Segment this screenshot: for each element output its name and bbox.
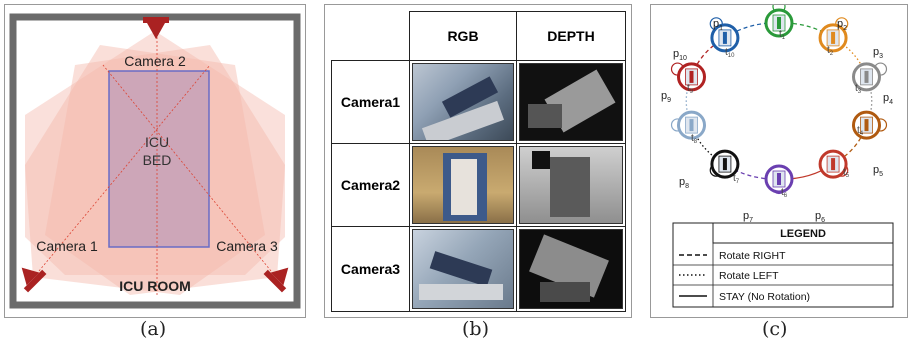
camera2-icon (143, 17, 169, 39)
transition-label-t2: t2 (827, 45, 834, 57)
cell-camera2-depth (516, 143, 626, 227)
state-label-p10: p10 (673, 48, 687, 62)
transition-label-t10: t10 (725, 47, 735, 59)
camera1-depth-image (519, 63, 623, 141)
state-label-p6: p6 (815, 210, 825, 224)
row-header-camera3: Camera3 (331, 226, 410, 312)
patient-figure (831, 158, 836, 171)
camera3-depth-image (519, 229, 623, 309)
cell-camera3-rgb (409, 226, 517, 312)
column-header-depth: DEPTH (516, 11, 626, 61)
state-node (764, 164, 794, 195)
patient-figure (864, 70, 869, 83)
icu-room-svg: Camera 2 Camera 1 Camera 3 ICU BED ICU R… (9, 13, 301, 309)
state-node (818, 149, 849, 179)
state-label-p3: p3 (873, 46, 883, 60)
caption-c: (c) (762, 318, 788, 340)
bed-label-line1: ICU (145, 134, 169, 150)
transition-label-t4: t4 (857, 125, 864, 137)
state-node (670, 110, 707, 140)
camera3-axis (102, 64, 272, 272)
room-label: ICU ROOM (119, 278, 191, 294)
legend-title: LEGEND (780, 228, 826, 240)
patient-figure (864, 119, 869, 132)
caption-b: (b) (462, 318, 489, 340)
state-node (851, 110, 888, 140)
camera1-label: Camera 1 (36, 238, 98, 254)
camera1-rgb-image (412, 63, 514, 141)
camera3-icon (263, 267, 289, 293)
transition-label-t7: t7 (733, 173, 740, 185)
camera3-rgb-image (412, 229, 514, 309)
caption-a: (a) (140, 318, 167, 340)
legend-stay: STAY (No Rotation) (719, 291, 810, 303)
state-label-p1: p1 (713, 18, 723, 32)
transition-label-t1: t1 (779, 29, 786, 41)
state-node (670, 62, 707, 92)
transition-label-t3: t3 (855, 83, 862, 95)
transition-label-t8: t8 (691, 133, 698, 145)
cell-camera1-depth (516, 60, 626, 144)
patient-figure (777, 173, 781, 185)
cell-camera2-rgb (409, 143, 517, 227)
legend-rotate-right: Rotate RIGHT (719, 250, 786, 262)
patient-figure (689, 70, 694, 83)
icu-room-diagram: Camera 2 Camera 1 Camera 3 ICU BED ICU R… (4, 4, 306, 318)
transition-label-t6: t6 (781, 187, 788, 199)
state-label-p8: p8 (679, 176, 689, 190)
state-nodes (670, 0, 888, 195)
state-transition-diagram: p1 p2 p3 p4 p5 p6 p7 p8 p9 p10 t1 t2 t3 … (650, 0, 908, 318)
transition-label-t9: t9 (687, 83, 694, 95)
column-header-rgb: RGB (409, 11, 517, 61)
state-label-p7: p7 (743, 210, 753, 224)
patient-figure (689, 119, 694, 132)
row-header-camera2: Camera2 (331, 143, 410, 227)
legend-rotate-left: Rotate LEFT (719, 270, 779, 282)
state-label-p9: p9 (661, 90, 671, 104)
legend-title-cell (712, 222, 894, 244)
camera1-icon (21, 267, 47, 293)
state-label-p4: p4 (883, 92, 893, 106)
patient-figure (722, 31, 727, 44)
camera2-depth-image (519, 146, 623, 224)
camera3-label: Camera 3 (216, 238, 278, 254)
state-node (709, 149, 740, 179)
icu-bed (108, 70, 210, 248)
camera2-label: Camera 2 (124, 53, 186, 69)
row-header-camera1: Camera1 (331, 60, 410, 144)
camera-views-grid: RGB DEPTH Camera1 Camera2 Camera3 (324, 4, 632, 318)
state-node (818, 17, 849, 53)
camera1-axis (38, 64, 211, 272)
state-node (709, 17, 740, 53)
state-node (851, 62, 888, 92)
state-diagram-svg: p1 p2 p3 p4 p5 p6 p7 p8 p9 p10 t1 t2 t3 … (661, 0, 894, 308)
legend: LEGEND Rotate RIGHT Rotate LEFT STAY (No… (672, 222, 894, 308)
patient-figure (777, 17, 781, 29)
cell-camera3-depth (516, 226, 626, 312)
transition-label-t5: t5 (843, 167, 850, 179)
state-label-p2: p2 (837, 18, 847, 32)
camera2-rgb-image (412, 146, 514, 224)
bed-label-line2: BED (143, 152, 172, 168)
patient-figure (831, 31, 836, 44)
patient-figure (722, 158, 727, 171)
state-node (764, 0, 794, 38)
cell-camera1-rgb (409, 60, 517, 144)
state-label-p5: p5 (873, 164, 883, 178)
